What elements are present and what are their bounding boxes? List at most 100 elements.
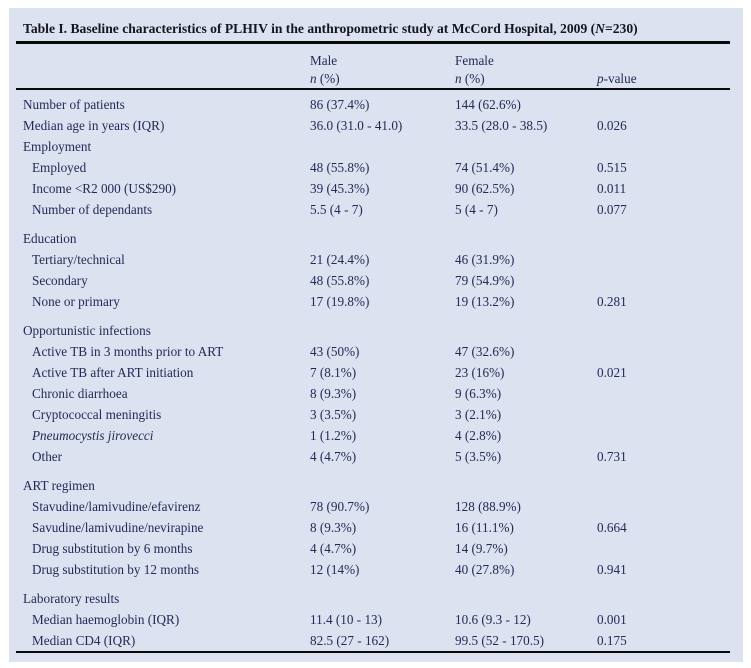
female-value: 5 (4 - 7)	[455, 202, 498, 217]
p-value	[597, 228, 730, 249]
table-row: Cryptococcal meningitis 3 (3.5%) 3 (2.1%)	[23, 404, 730, 425]
p-value: 0.077	[597, 202, 627, 217]
column-header-row: Male Female n (%) n (%) p-value	[23, 52, 730, 88]
male-value: 5.5 (4 - 7)	[310, 202, 363, 217]
p-value	[597, 320, 730, 341]
male-value: 3 (3.5%)	[310, 407, 357, 422]
female-value	[455, 228, 597, 249]
female-value: 128 (88.9%)	[455, 499, 521, 514]
table-row: Median CD4 (IQR) 82.5 (27 - 162) 99.5 (52 …	[23, 630, 730, 651]
table-row: None or primary 17 (19.8%) 19 (13.2%) 0.281	[23, 291, 730, 312]
header-spacer-2	[23, 70, 310, 88]
p-value	[597, 249, 730, 270]
female-value: 4 (2.8%)	[455, 428, 502, 443]
female-value: 90 (62.5%)	[455, 181, 515, 196]
p-value: 0.026	[597, 118, 627, 133]
female-value: 47 (32.6%)	[455, 344, 515, 359]
table-row: Number of patients 86 (37.4%) 144 (62.6%)	[23, 94, 730, 115]
female-value: 14 (9.7%)	[455, 541, 508, 556]
table-row: Other 4 (4.7%) 5 (3.5%) 0.731	[23, 446, 730, 467]
p-value	[597, 136, 730, 157]
table-row: Employed 48 (55.8%) 74 (51.4%) 0.515	[23, 157, 730, 178]
p-value: 0.001	[597, 612, 627, 627]
male-value: 1 (1.2%)	[310, 428, 357, 443]
table-title-suffix: =230)	[605, 21, 638, 36]
row-label: Drug substitution by 6 months	[32, 541, 193, 556]
p-value	[597, 404, 730, 425]
male-value: 43 (50%)	[310, 344, 360, 359]
row-label: Cryptococcal meningitis	[32, 407, 162, 422]
p-value: 0.515	[597, 160, 627, 175]
female-value: 23 (16%)	[455, 365, 505, 380]
row-label: Secondary	[32, 273, 88, 288]
header-divider-rule	[16, 88, 730, 90]
section-label: ART regimen	[23, 478, 95, 493]
p-value	[597, 383, 730, 404]
section-row: Laboratory results	[23, 588, 730, 609]
table-title: Table I. Baseline characteristics of PLH…	[23, 20, 730, 37]
table-row: Number of dependants 5.5 (4 - 7) 5 (4 - 7)…	[23, 199, 730, 220]
male-value: 11.4 (10 - 13)	[310, 612, 383, 627]
female-value: 79 (54.9%)	[455, 273, 515, 288]
row-label: Median age in years (IQR)	[23, 118, 165, 133]
p-value	[597, 94, 730, 115]
row-label: Income <R2 000 (US$290)	[32, 181, 177, 196]
table-row: Chronic diarrhoea 8 (9.3%) 9 (6.3%)	[23, 383, 730, 404]
table-row: Active TB in 3 months prior to ART 43 (50…	[23, 341, 730, 362]
female-value: 33.5 (28.0 - 38.5)	[455, 118, 548, 133]
header-pvalue-spacer	[597, 52, 730, 70]
p-value	[597, 588, 730, 609]
p-value	[597, 496, 730, 517]
p-value: 0.021	[597, 365, 627, 380]
header-male-n-pct: n (%)	[310, 70, 455, 88]
female-pct: (%)	[461, 71, 485, 86]
title-divider-rule	[16, 41, 730, 44]
p-rest: -value	[603, 71, 637, 86]
p-value: 0.175	[597, 633, 627, 648]
p-value	[597, 270, 730, 291]
female-value	[455, 475, 597, 496]
male-value: 21 (24.4%)	[310, 252, 370, 267]
section-label: Opportunistic infections	[23, 323, 151, 338]
female-value: 16 (11.1%)	[455, 520, 514, 535]
row-label: Savudine/lamivudine/nevirapine	[32, 520, 204, 535]
table-row: Savudine/lamivudine/nevirapine 8 (9.3%) 16…	[23, 517, 730, 538]
bottom-rule	[16, 651, 730, 653]
p-value	[597, 341, 730, 362]
row-label: Number of dependants	[32, 202, 153, 217]
row-label: Other	[32, 449, 63, 464]
p-value: 0.281	[597, 294, 627, 309]
female-n-italic: n	[455, 71, 462, 86]
male-value: 39 (45.3%)	[310, 181, 370, 196]
table-row: Median haemoglobin (IQR) 11.4 (10 - 13) 10…	[23, 609, 730, 630]
male-value: 48 (55.8%)	[310, 160, 370, 175]
section-row: Education	[23, 228, 730, 249]
male-value	[310, 475, 455, 496]
row-label: Active TB in 3 months prior to ART	[32, 344, 224, 359]
male-value: 4 (4.7%)	[310, 449, 357, 464]
row-label: Stavudine/lamivudine/efavirenz	[32, 499, 201, 514]
table-row: Median age in years (IQR) 36.0 (31.0 - 41…	[23, 115, 730, 136]
p-value	[597, 475, 730, 496]
female-value: 40 (27.8%)	[455, 562, 515, 577]
table-row: Stavudine/lamivudine/efavirenz 78 (90.7%)…	[23, 496, 730, 517]
p-value: 0.941	[597, 562, 627, 577]
male-value: 8 (9.3%)	[310, 386, 357, 401]
row-label: Pneumocystis jirovecci	[32, 428, 154, 443]
p-value: 0.731	[597, 449, 627, 464]
female-value: 9 (6.3%)	[455, 386, 502, 401]
male-value: 8 (9.3%)	[310, 520, 357, 535]
header-female-n-pct: n (%)	[455, 70, 597, 88]
female-value	[455, 588, 597, 609]
male-value	[310, 228, 455, 249]
male-value: 7 (8.1%)	[310, 365, 357, 380]
table-row: Drug substitution by 12 months 12 (14%) 40…	[23, 559, 730, 580]
row-label: Number of patients	[23, 97, 125, 112]
male-value: 78 (90.7%)	[310, 499, 370, 514]
section-label: Education	[23, 231, 77, 246]
section-row: Employment	[23, 136, 730, 157]
section-label: Employment	[23, 139, 92, 154]
female-value: 144 (62.6%)	[455, 97, 521, 112]
p-value: 0.664	[597, 520, 627, 535]
female-value: 5 (3.5%)	[455, 449, 502, 464]
